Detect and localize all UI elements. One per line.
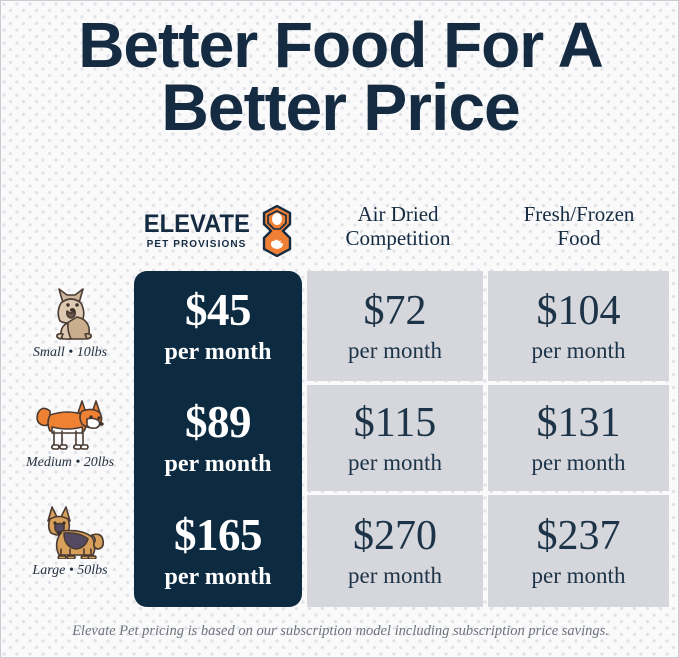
brand-wordmark: ELEVATE PET PROVISIONS: [141, 212, 253, 250]
price-cell-air-dried-small: $72 per month: [307, 271, 483, 381]
price-period: per month: [164, 451, 272, 477]
page-title: Better Food For A Better Price: [1, 9, 678, 145]
footer-disclaimer: Elevate Pet pricing is based on our subs…: [72, 623, 609, 639]
shiba-inu-icon: [9, 389, 131, 451]
row-label-small-text: Small • 10lbs: [32, 345, 108, 360]
price-cell-elevate-small: $45 per month: [134, 271, 302, 381]
title-line-2: Better Price: [161, 70, 521, 145]
pricing-table: $45 per month $72 per month $104 per mon…: [134, 271, 669, 607]
table-header-row: ELEVATE PET PROVISIONS Air Dried Competi…: [1, 197, 678, 265]
price-value: $89: [185, 397, 252, 447]
price-value: $237: [536, 513, 621, 559]
price-value: $115: [353, 400, 437, 446]
row-label-small: Small • 10lbs: [9, 279, 131, 361]
column-header-fresh-frozen: Fresh/Frozen Food: [490, 202, 668, 250]
price-value: $104: [536, 288, 621, 334]
column-header-air-dried-line-2: Competition: [345, 225, 451, 250]
price-cell-air-dried-medium: $115 per month: [307, 385, 483, 491]
price-period: per month: [348, 563, 442, 588]
price-value: $165: [174, 510, 263, 560]
price-cell-air-dried-large: $270 per month: [307, 495, 483, 607]
price-cell-fresh-frozen-small: $104 per month: [488, 271, 669, 381]
brand-name: ELEVATE: [143, 210, 250, 238]
price-value: $270: [353, 513, 437, 559]
row-label-medium-text: Medium • 20lbs: [25, 455, 115, 470]
price-period: per month: [164, 564, 272, 590]
elevate-highlight-column: [134, 271, 302, 607]
french-bulldog-icon: [9, 279, 131, 341]
column-header-air-dried-line-1: Air Dried: [357, 202, 439, 226]
column-header-air-dried: Air Dried Competition: [309, 202, 487, 250]
column-header-fresh-frozen-line-1: Fresh/Frozen: [523, 202, 635, 226]
price-period: per month: [348, 338, 442, 363]
brand-logo: ELEVATE PET PROVISIONS: [134, 199, 304, 263]
price-cell-fresh-frozen-medium: $131 per month: [488, 385, 669, 491]
german-shepherd-icon: [9, 497, 131, 559]
price-value: $131: [536, 400, 621, 446]
row-label-large: Large • 50lbs: [9, 497, 131, 579]
bone-paw-icon: [263, 205, 292, 257]
price-value: $72: [363, 288, 427, 334]
price-period: per month: [531, 450, 626, 475]
row-label-medium: Medium • 20lbs: [9, 389, 131, 471]
column-header-fresh-frozen-line-2: Food: [557, 225, 601, 250]
row-label-large-text: Large • 50lbs: [32, 563, 108, 578]
price-period: per month: [348, 450, 442, 475]
price-cell-elevate-large: $165 per month: [134, 495, 302, 607]
brand-tagline: PET PROVISIONS: [146, 239, 247, 250]
price-cell-elevate-medium: $89 per month: [134, 385, 302, 491]
price-value: $45: [185, 285, 252, 335]
title-line-1: Better Food For A: [78, 9, 604, 81]
price-cell-fresh-frozen-large: $237 per month: [488, 495, 669, 607]
price-period: per month: [164, 339, 272, 365]
price-period: per month: [531, 338, 626, 363]
price-period: per month: [531, 563, 626, 588]
